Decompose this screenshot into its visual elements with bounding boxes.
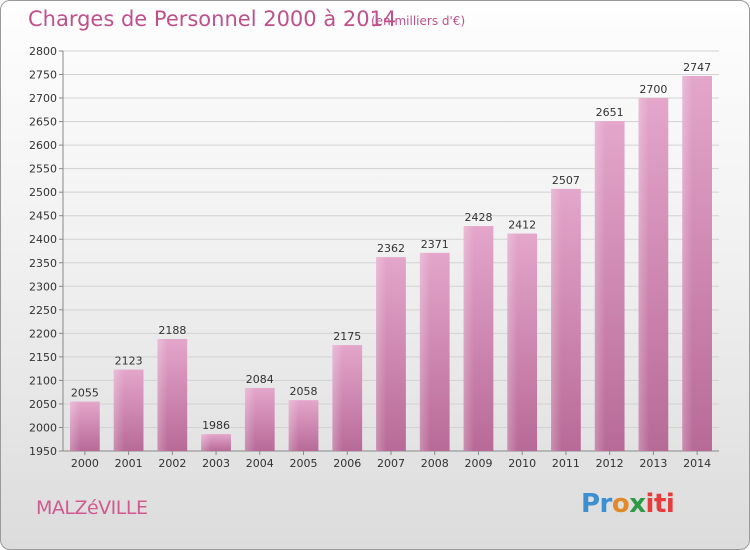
x-tick-label: 2007 (377, 457, 405, 470)
chart-title: Charges de Personnel 2000 à 2014 (28, 7, 397, 31)
x-tick-label: 2014 (683, 457, 711, 470)
proxiti-logo[interactable]: Proxiti (581, 489, 675, 519)
bar-value-label: 2507 (552, 174, 580, 187)
x-tick-label: 2006 (333, 457, 361, 470)
y-tick-label: 2350 (29, 257, 57, 270)
bar-value-label: 1986 (202, 419, 230, 432)
bar-value-label: 2651 (596, 106, 624, 119)
x-tick-label: 2012 (596, 457, 624, 470)
y-tick-label: 2650 (29, 116, 57, 129)
y-tick-label: 2050 (29, 398, 57, 411)
bar-value-label: 2175 (333, 330, 361, 343)
bar-value-label: 2055 (71, 387, 99, 400)
bar-highlight (244, 387, 256, 451)
y-tick-label: 2100 (29, 374, 57, 387)
x-tick-label: 2003 (202, 457, 230, 470)
bar-highlight (157, 339, 168, 451)
bar-highlight (69, 401, 81, 451)
bar-value-label: 2058 (290, 385, 318, 398)
bar-highlight (288, 400, 300, 451)
bars: 2055 2123 2188 1986 2084 2058 2175 2362 2371 2428… (69, 61, 713, 452)
bar-value-label: 2123 (115, 355, 143, 368)
x-tick-label: 2002 (158, 457, 186, 470)
bar-highlight (332, 345, 343, 451)
bar-value-label: 2362 (377, 242, 405, 255)
x-tick-label: 2009 (464, 457, 492, 470)
bar-value-label: 2412 (508, 219, 536, 232)
y-tick-label: 2200 (29, 327, 57, 340)
y-tick-label: 2750 (29, 69, 57, 82)
y-tick-label: 1950 (29, 445, 57, 458)
chart-subtitle: (en milliers d'€) (371, 14, 466, 28)
bar-highlight (419, 252, 431, 451)
x-tick-label: 2005 (290, 457, 318, 470)
x-tick-label: 2000 (71, 457, 99, 470)
city-name: MALZéVILLE (36, 497, 148, 519)
logo-part: Pr (581, 489, 612, 519)
bar-value-label: 2747 (683, 61, 711, 74)
x-tick-label: 2001 (115, 457, 143, 470)
x-axis-ticks: 2000 2001 2002 2003 2004 2005 2006 2007 2008 2009… (71, 451, 711, 470)
y-tick-label: 2450 (29, 210, 57, 223)
bar-highlight (463, 226, 475, 451)
y-tick-label: 2300 (29, 280, 57, 293)
bar-highlight (201, 434, 212, 451)
y-tick-label: 2550 (29, 163, 57, 176)
x-tick-label: 2004 (246, 457, 274, 470)
y-tick-label: 2500 (29, 186, 57, 199)
y-tick-label: 2400 (29, 233, 57, 246)
y-tick-label: 2150 (29, 351, 57, 364)
y-tick-label: 2800 (29, 45, 57, 58)
bar-highlight (638, 98, 649, 451)
bar-highlight (113, 369, 125, 451)
y-tick-label: 2600 (29, 139, 57, 152)
bar-highlight (376, 257, 387, 451)
bar-highlight (551, 188, 562, 451)
logo-part: o (611, 489, 630, 519)
bar-value-label: 2371 (421, 238, 449, 251)
logo-part: x (629, 489, 646, 519)
bar-value-label: 2700 (639, 83, 667, 96)
y-tick-label: 2250 (29, 304, 57, 317)
bar-value-label: 2188 (158, 324, 186, 337)
bar-highlight (507, 233, 518, 451)
logo-part: iti (645, 489, 675, 519)
y-tick-label: 2000 (29, 421, 57, 434)
x-tick-label: 2010 (508, 457, 536, 470)
x-tick-label: 2011 (552, 457, 580, 470)
y-tick-label: 2700 (29, 92, 57, 105)
bar-highlight (682, 75, 693, 452)
x-tick-label: 2008 (421, 457, 449, 470)
y-axis-ticks: 1950 2000 2050 2100 2150 2200 2250 2300 2350 2400… (29, 45, 63, 458)
bar-value-label: 2084 (246, 373, 274, 386)
x-tick-label: 2013 (639, 457, 667, 470)
bar-highlight (594, 121, 606, 451)
bar-value-label: 2428 (464, 211, 492, 224)
